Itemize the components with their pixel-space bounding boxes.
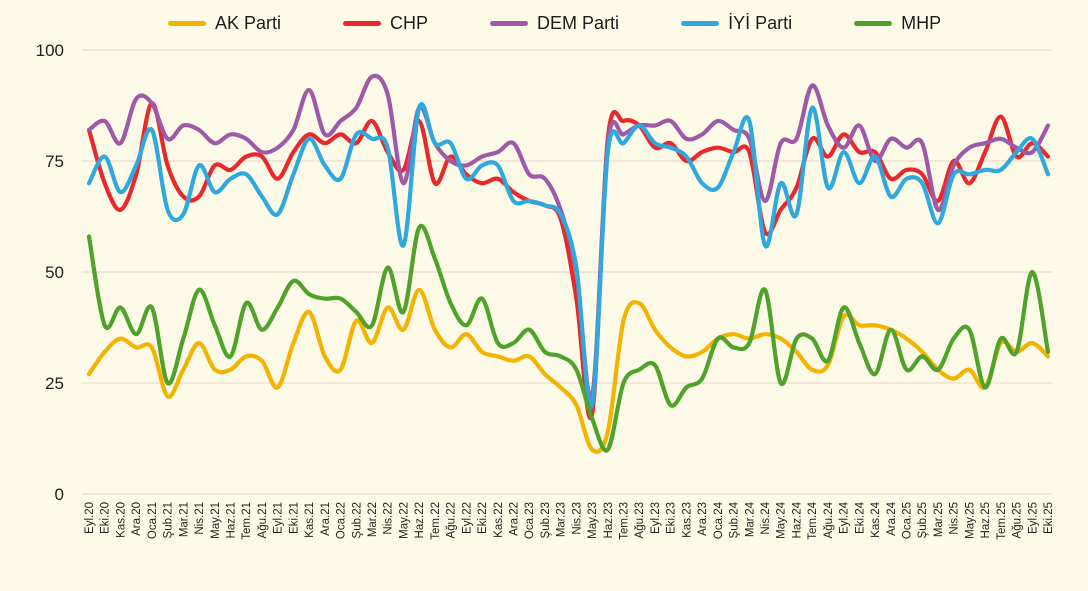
x-axis-label-haz-25: Haz.25	[980, 502, 992, 538]
x-axis-label-tem-23: Tem.23	[619, 502, 631, 540]
legend-item-dem-parti[interactable]: DEM Parti	[490, 13, 619, 34]
x-axis-label-a-u-23: Ağu.23	[634, 502, 646, 538]
legend-item-ak-parti[interactable]: AK Parti	[168, 13, 281, 34]
x-axis-label-eki-24: Eki.24	[854, 501, 866, 534]
x-axis-label-eki-20: Eki.20	[100, 502, 112, 534]
x-axis-label-nis-22: Nis.22	[383, 502, 395, 535]
x-axis-label-eki-21: Eki.21	[288, 502, 300, 534]
x-axis-label-a-u-21: Ağu.21	[257, 502, 269, 538]
legend-item-i-yi-parti[interactable]: İYİ Parti	[681, 13, 792, 34]
x-axis-label-nis-24: Nis.24	[760, 501, 772, 534]
x-axis-label-may-25: May.25	[964, 502, 976, 539]
x-axis-label-ub-22: Şub.22	[351, 502, 363, 538]
x-axis-label-eyl-20: Eyl.20	[84, 502, 96, 534]
legend-label: İYİ Parti	[728, 13, 793, 33]
legend-label: AK Parti	[215, 13, 282, 33]
x-axis-label-ub-24: Şub.24	[729, 501, 741, 538]
x-axis-label-eki-25: Eki.25	[1043, 502, 1055, 534]
series-line-ak-parti	[86, 287, 1051, 454]
x-axis-label-haz-23: Haz.23	[603, 502, 615, 538]
x-axis-label-kas-24: Kas.24	[870, 501, 882, 537]
x-axis-label-may-24: May.24	[776, 501, 788, 538]
x-axis-label-may-21: May.21	[210, 502, 222, 539]
x-axis-label-mar-21: Mar.21	[178, 502, 190, 537]
x-axis-label-eki-23: Eki.23	[666, 502, 678, 534]
x-axis-label-kas-22: Kas.22	[493, 502, 505, 538]
x-axis-label-a-u-22: Ağu.22	[446, 502, 458, 538]
y-axis-label-75: 75	[45, 152, 64, 171]
x-axis-label-eyl-22: Eyl.22	[461, 502, 473, 534]
x-axis-label-ara-20: Ara.20	[131, 502, 143, 536]
x-axis-label-oca-25: Oca.25	[902, 502, 914, 539]
series-line-mhp	[86, 223, 1051, 453]
x-axis-label-ub-21: Şub.21	[163, 502, 175, 538]
y-axis-label-100: 100	[36, 41, 64, 60]
x-axis-label-oca-24: Oca.24	[713, 501, 725, 539]
x-axis-label-haz-22: Haz.22	[414, 502, 426, 538]
legend-label: MHP	[901, 13, 942, 33]
legend-swatch-ak-parti	[168, 21, 206, 26]
legend-label: DEM Parti	[537, 13, 620, 33]
x-axis-label-tem-22: Tem.22	[430, 502, 442, 540]
series-line-i-yi-parti	[86, 102, 1051, 410]
x-axis-label-ub-25: Şub.25	[917, 502, 929, 538]
x-axis-label-eyl-21: Eyl.21	[273, 502, 285, 534]
series-line-chp	[86, 101, 1051, 420]
legend-swatch-chp	[343, 21, 382, 26]
x-axis-label-haz-21: Haz.21	[225, 502, 237, 538]
x-axis-label-nis-21: Nis.21	[194, 502, 206, 535]
x-axis-label-ub-23: Şub.23	[540, 502, 552, 538]
x-axis-label-mar-22: Mar.22	[367, 502, 379, 537]
legend: AK Parti CHP DEM Parti İYİ Parti MHP	[168, 13, 941, 34]
x-axis-label-nis-25: Nis.25	[949, 502, 961, 535]
y-axis-label-25: 25	[45, 374, 64, 393]
x-axis-label-may-22: May.22	[398, 502, 410, 539]
y-axis-label-50: 50	[45, 263, 64, 282]
x-axis-label-tem-24: Tem.24	[807, 501, 819, 539]
x-axis-label-mar-24: Mar.24	[744, 501, 756, 537]
x-axis-label-mar-23: Mar.23	[556, 502, 568, 537]
x-axis-label-oca-23: Oca.23	[524, 502, 536, 539]
legend-item-chp[interactable]: CHP	[343, 13, 428, 34]
x-axis-label-kas-21: Kas.21	[304, 502, 316, 538]
legend-label: CHP	[390, 13, 429, 33]
x-axis-label-ara-22: Ara.22	[508, 502, 520, 536]
x-axis-label-haz-24: Haz.24	[791, 501, 803, 538]
x-axis-label-tem-21: Tem.21	[241, 502, 253, 540]
x-axis-label-kas-20: Kas.20	[115, 502, 127, 538]
x-axis-label-mar-25: Mar.25	[933, 502, 945, 537]
y-axis-label-0: 0	[55, 485, 64, 504]
x-axis-label-ara-21: Ara.21	[320, 502, 332, 536]
legend-item-mhp[interactable]: MHP	[854, 13, 941, 34]
x-axis-label-oca-22: Oca.22	[336, 502, 348, 539]
x-axis-label-eyl-25: Eyl.25	[1027, 502, 1039, 534]
x-axis-label-nis-23: Nis.23	[571, 502, 583, 535]
legend-swatch-i-yi-parti	[681, 21, 720, 26]
x-axis-label-may-23: May.23	[587, 502, 599, 539]
x-axis-label-kas-23: Kas.23	[681, 502, 693, 538]
x-axis-label-oca-21: Oca.21	[147, 502, 159, 539]
x-axis-label-eki-22: Eki.22	[477, 502, 489, 534]
legend-swatch-mhp	[854, 21, 893, 26]
x-axis-label-eyl-23: Eyl.23	[650, 502, 662, 534]
x-axis-label-tem-25: Tem.25	[996, 502, 1008, 540]
x-axis-label-ara-23: Ara.23	[697, 502, 709, 536]
x-axis-label-ara-24: Ara.24	[886, 501, 898, 535]
x-axis-label-a-u-25: Ağu.25	[1012, 502, 1024, 538]
x-axis-label-eyl-24: Eyl.24	[839, 501, 851, 534]
x-axis-label-a-u-24: Ağu.24	[823, 501, 835, 538]
legend-swatch-dem-parti	[490, 21, 529, 26]
